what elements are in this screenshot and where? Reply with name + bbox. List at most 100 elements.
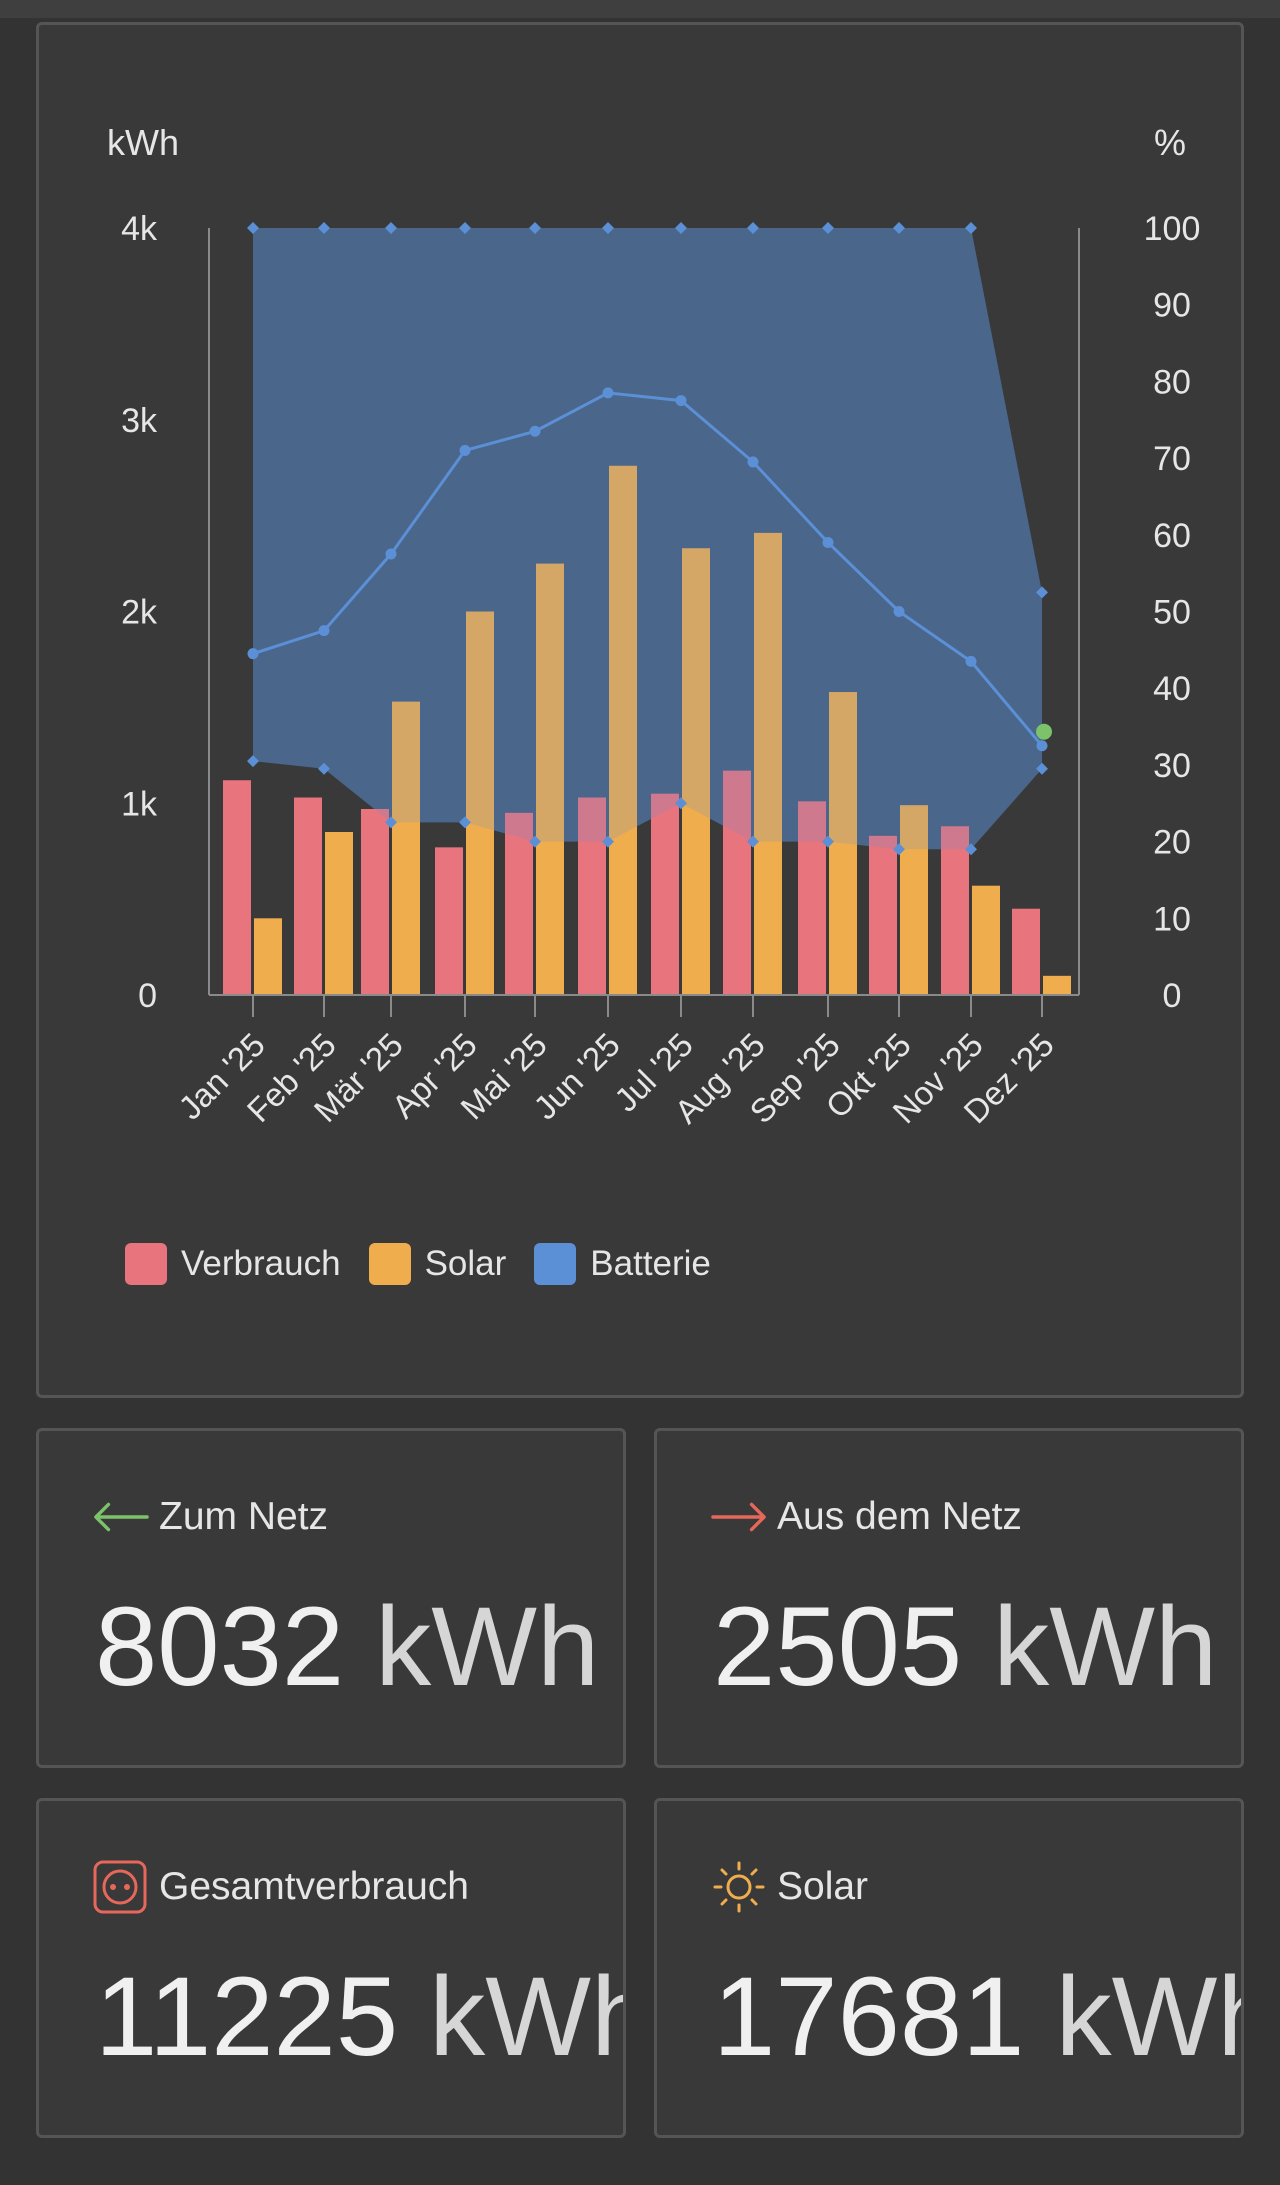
battery-point — [965, 655, 977, 667]
right-tick-label: 90 — [1153, 287, 1191, 325]
bar-solar — [609, 465, 637, 995]
battery-point — [385, 548, 397, 560]
total-consumption-card[interactable]: Gesamtverbrauch 11225 kWh — [36, 1798, 626, 2138]
from-grid-label: Aus dem Netz — [777, 1495, 1022, 1538]
bar-solar — [466, 611, 494, 995]
solar-unit: kWh — [1055, 1954, 1241, 2079]
battery-range-marker — [529, 835, 541, 848]
bar-solar — [754, 532, 782, 995]
right-tick-label: 60 — [1153, 517, 1191, 555]
to-grid-unit: kWh — [375, 1584, 600, 1709]
solar-card[interactable]: Solar 17681 kWh — [654, 1798, 1244, 2138]
to-grid-value: 8032 kWh — [95, 1591, 599, 1703]
left-axis-unit: kWh — [107, 122, 179, 163]
right-tick-label: 30 — [1153, 747, 1191, 785]
battery-range-marker — [747, 222, 759, 234]
battery-range-marker — [529, 222, 541, 234]
bar-verbrauch — [869, 835, 897, 995]
from-grid-header: Aus dem Netz — [711, 1495, 1022, 1539]
bar-verbrauch — [941, 826, 969, 995]
bar-solar — [254, 918, 282, 995]
bar-solar — [900, 805, 928, 995]
battery-range-marker — [675, 222, 687, 234]
battery-range-marker — [675, 797, 687, 810]
right-tick-label: 20 — [1153, 824, 1191, 862]
battery-line — [252, 391, 1044, 747]
battery-range-marker — [822, 835, 834, 848]
energy-chart-card: kWh% 0 1k 2k 3k 4k 0 10 20 30 40 50 60 70 80 90 100 Jan '… — [36, 22, 1244, 1398]
total-consumption-number: 11225 — [95, 1954, 399, 2079]
solar-header: Solar — [711, 1861, 869, 1913]
left-tick-label: 1k — [121, 785, 158, 823]
battery-point — [1036, 740, 1048, 752]
battery-point — [318, 625, 330, 637]
bar-solar — [1043, 975, 1071, 995]
battery-range-overlay — [253, 228, 1042, 850]
power-outlet-icon — [93, 1860, 149, 1914]
battery-range-marker — [1036, 586, 1048, 599]
right-tick-label: 70 — [1153, 440, 1191, 478]
battery-point — [247, 648, 259, 660]
battery-range-marker — [459, 816, 471, 829]
battery-point — [529, 425, 541, 437]
right-tick-label: 10 — [1153, 900, 1191, 938]
right-tick-label: 80 — [1153, 363, 1191, 401]
total-consumption-unit: kWh — [429, 1954, 623, 2079]
battery-range-marker — [893, 222, 905, 234]
bar-verbrauch — [435, 847, 463, 995]
total-consumption-header: Gesamtverbrauch — [93, 1860, 469, 1914]
bar-verbrauch — [723, 770, 751, 995]
legend-item-solar[interactable]: Solar — [368, 1243, 506, 1285]
solar-value: 17681 kWh — [713, 1961, 1241, 2073]
to-grid-card[interactable]: Zum Netz 8032 kWh — [36, 1428, 626, 1768]
battery-range-marker — [385, 222, 397, 234]
legend-swatch-solar — [368, 1243, 411, 1285]
from-grid-card[interactable]: Aus dem Netz 2505 kWh — [654, 1428, 1244, 1768]
arrow-right-icon — [711, 1495, 767, 1539]
right-axis-unit: % — [1154, 122, 1186, 163]
battery-range-marker — [247, 755, 259, 768]
battery-range-marker — [602, 835, 614, 848]
battery-point — [747, 456, 759, 468]
sun-icon — [711, 1861, 767, 1913]
bar-verbrauch — [651, 793, 679, 995]
from-grid-number: 2505 — [713, 1584, 963, 1709]
arrow-left-icon — [93, 1495, 149, 1539]
legend-label-batterie: Batterie — [590, 1244, 711, 1283]
from-grid-value: 2505 kWh — [713, 1591, 1217, 1703]
battery-range-marker — [965, 222, 977, 234]
left-tick-label: 2k — [121, 594, 158, 632]
battery-range-marker — [965, 843, 977, 856]
battery-current-point — [1036, 723, 1052, 740]
battery-point — [893, 606, 905, 617]
bar-solar — [536, 563, 564, 995]
battery-point — [459, 444, 471, 456]
battery-range-marker — [459, 222, 471, 234]
right-tick-label: 0 — [1163, 977, 1182, 1015]
solar-label: Solar — [777, 1865, 869, 1908]
right-tick-label: 40 — [1153, 670, 1191, 708]
battery-point — [602, 387, 614, 399]
bar-solar — [829, 692, 857, 995]
bar-verbrauch — [223, 780, 251, 995]
bar-solar — [972, 885, 1000, 995]
right-tick-label: 50 — [1153, 594, 1191, 632]
left-tick-label: 4k — [121, 210, 158, 248]
battery-range-marker — [822, 222, 834, 234]
bar-verbrauch — [798, 801, 826, 995]
battery-range-marker — [247, 222, 259, 234]
battery-range-marker — [318, 762, 330, 775]
battery-point — [675, 395, 687, 407]
bar-solar — [325, 832, 353, 995]
legend-item-verbrauch[interactable]: Verbrauch — [125, 1243, 341, 1285]
legend-swatch-verbrauch — [125, 1243, 167, 1285]
to-grid-label: Zum Netz — [159, 1495, 329, 1538]
legend-item-batterie[interactable]: Batterie — [534, 1243, 711, 1285]
bar-solar — [392, 701, 420, 995]
to-grid-number: 8032 — [95, 1584, 345, 1709]
bar-verbrauch — [1012, 908, 1040, 995]
battery-range-marker — [385, 816, 397, 829]
to-grid-header: Zum Netz — [93, 1495, 328, 1539]
bar-verbrauch — [578, 797, 606, 995]
top-strip — [0, 0, 1280, 18]
